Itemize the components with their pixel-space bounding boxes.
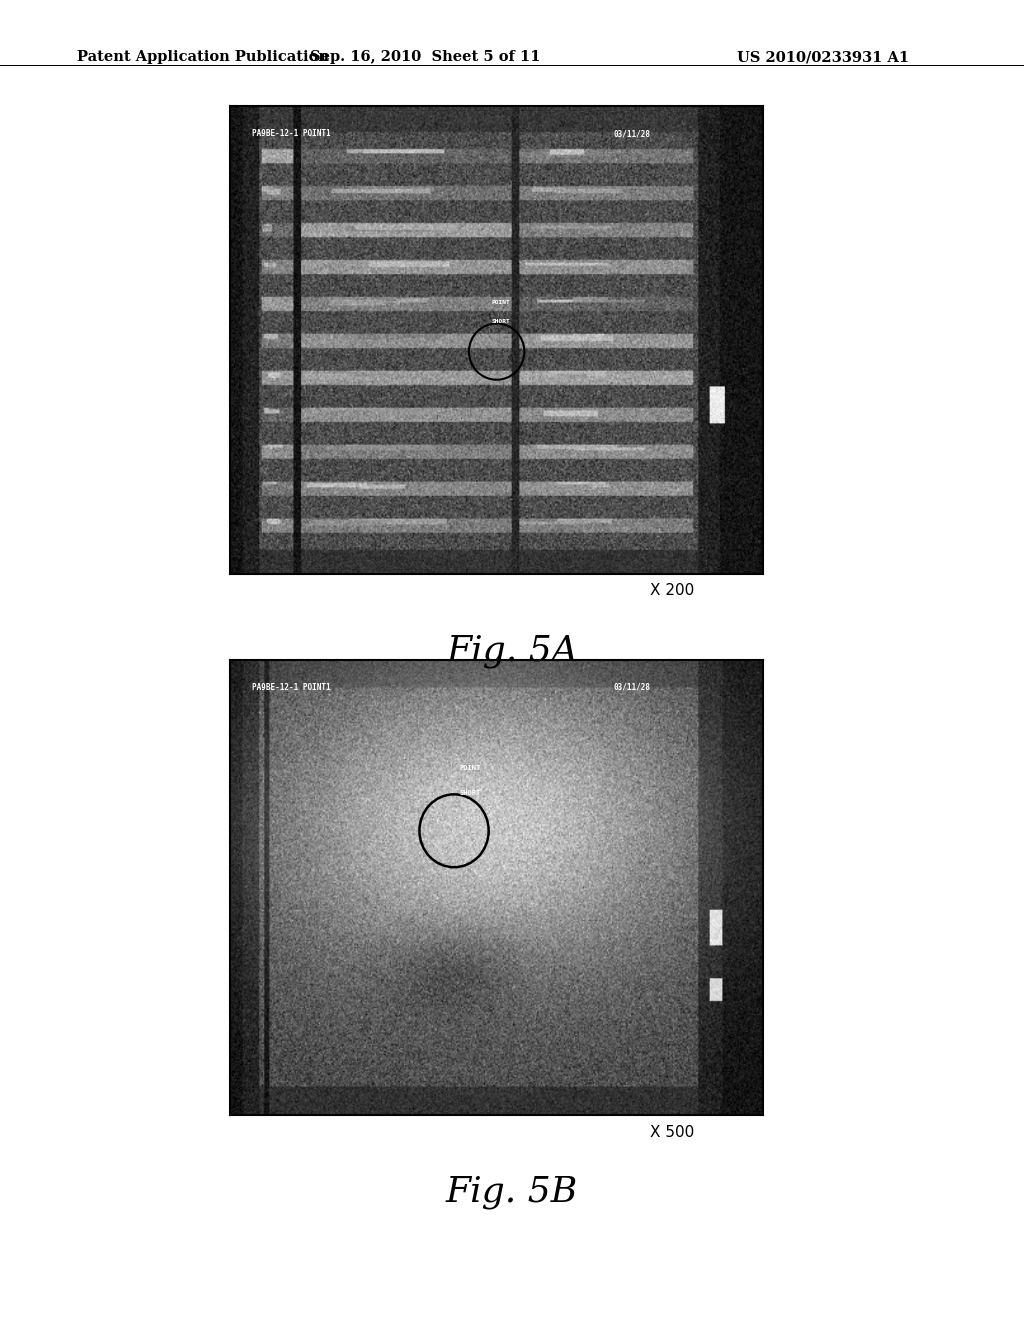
Text: X 200: X 200 [650,583,694,598]
Text: Sep. 16, 2010  Sheet 5 of 11: Sep. 16, 2010 Sheet 5 of 11 [309,50,541,65]
Text: SHORT: SHORT [492,319,510,323]
Text: POINT: POINT [492,300,510,305]
Text: X 500: X 500 [650,1125,694,1139]
Text: 03/11/28: 03/11/28 [613,682,651,692]
Text: SHORT: SHORT [460,789,480,796]
Text: 03/11/28: 03/11/28 [613,129,651,139]
Text: POINT: POINT [460,764,480,771]
Text: Fig. 5A: Fig. 5A [446,634,578,668]
Text: PA9BE-12-1 POINT1: PA9BE-12-1 POINT1 [252,682,331,692]
Text: Patent Application Publication: Patent Application Publication [77,50,329,65]
Text: Fig. 5B: Fig. 5B [445,1175,579,1209]
Text: US 2010/0233931 A1: US 2010/0233931 A1 [737,50,909,65]
Text: PA9BE-12-1 POINT1: PA9BE-12-1 POINT1 [252,129,331,139]
